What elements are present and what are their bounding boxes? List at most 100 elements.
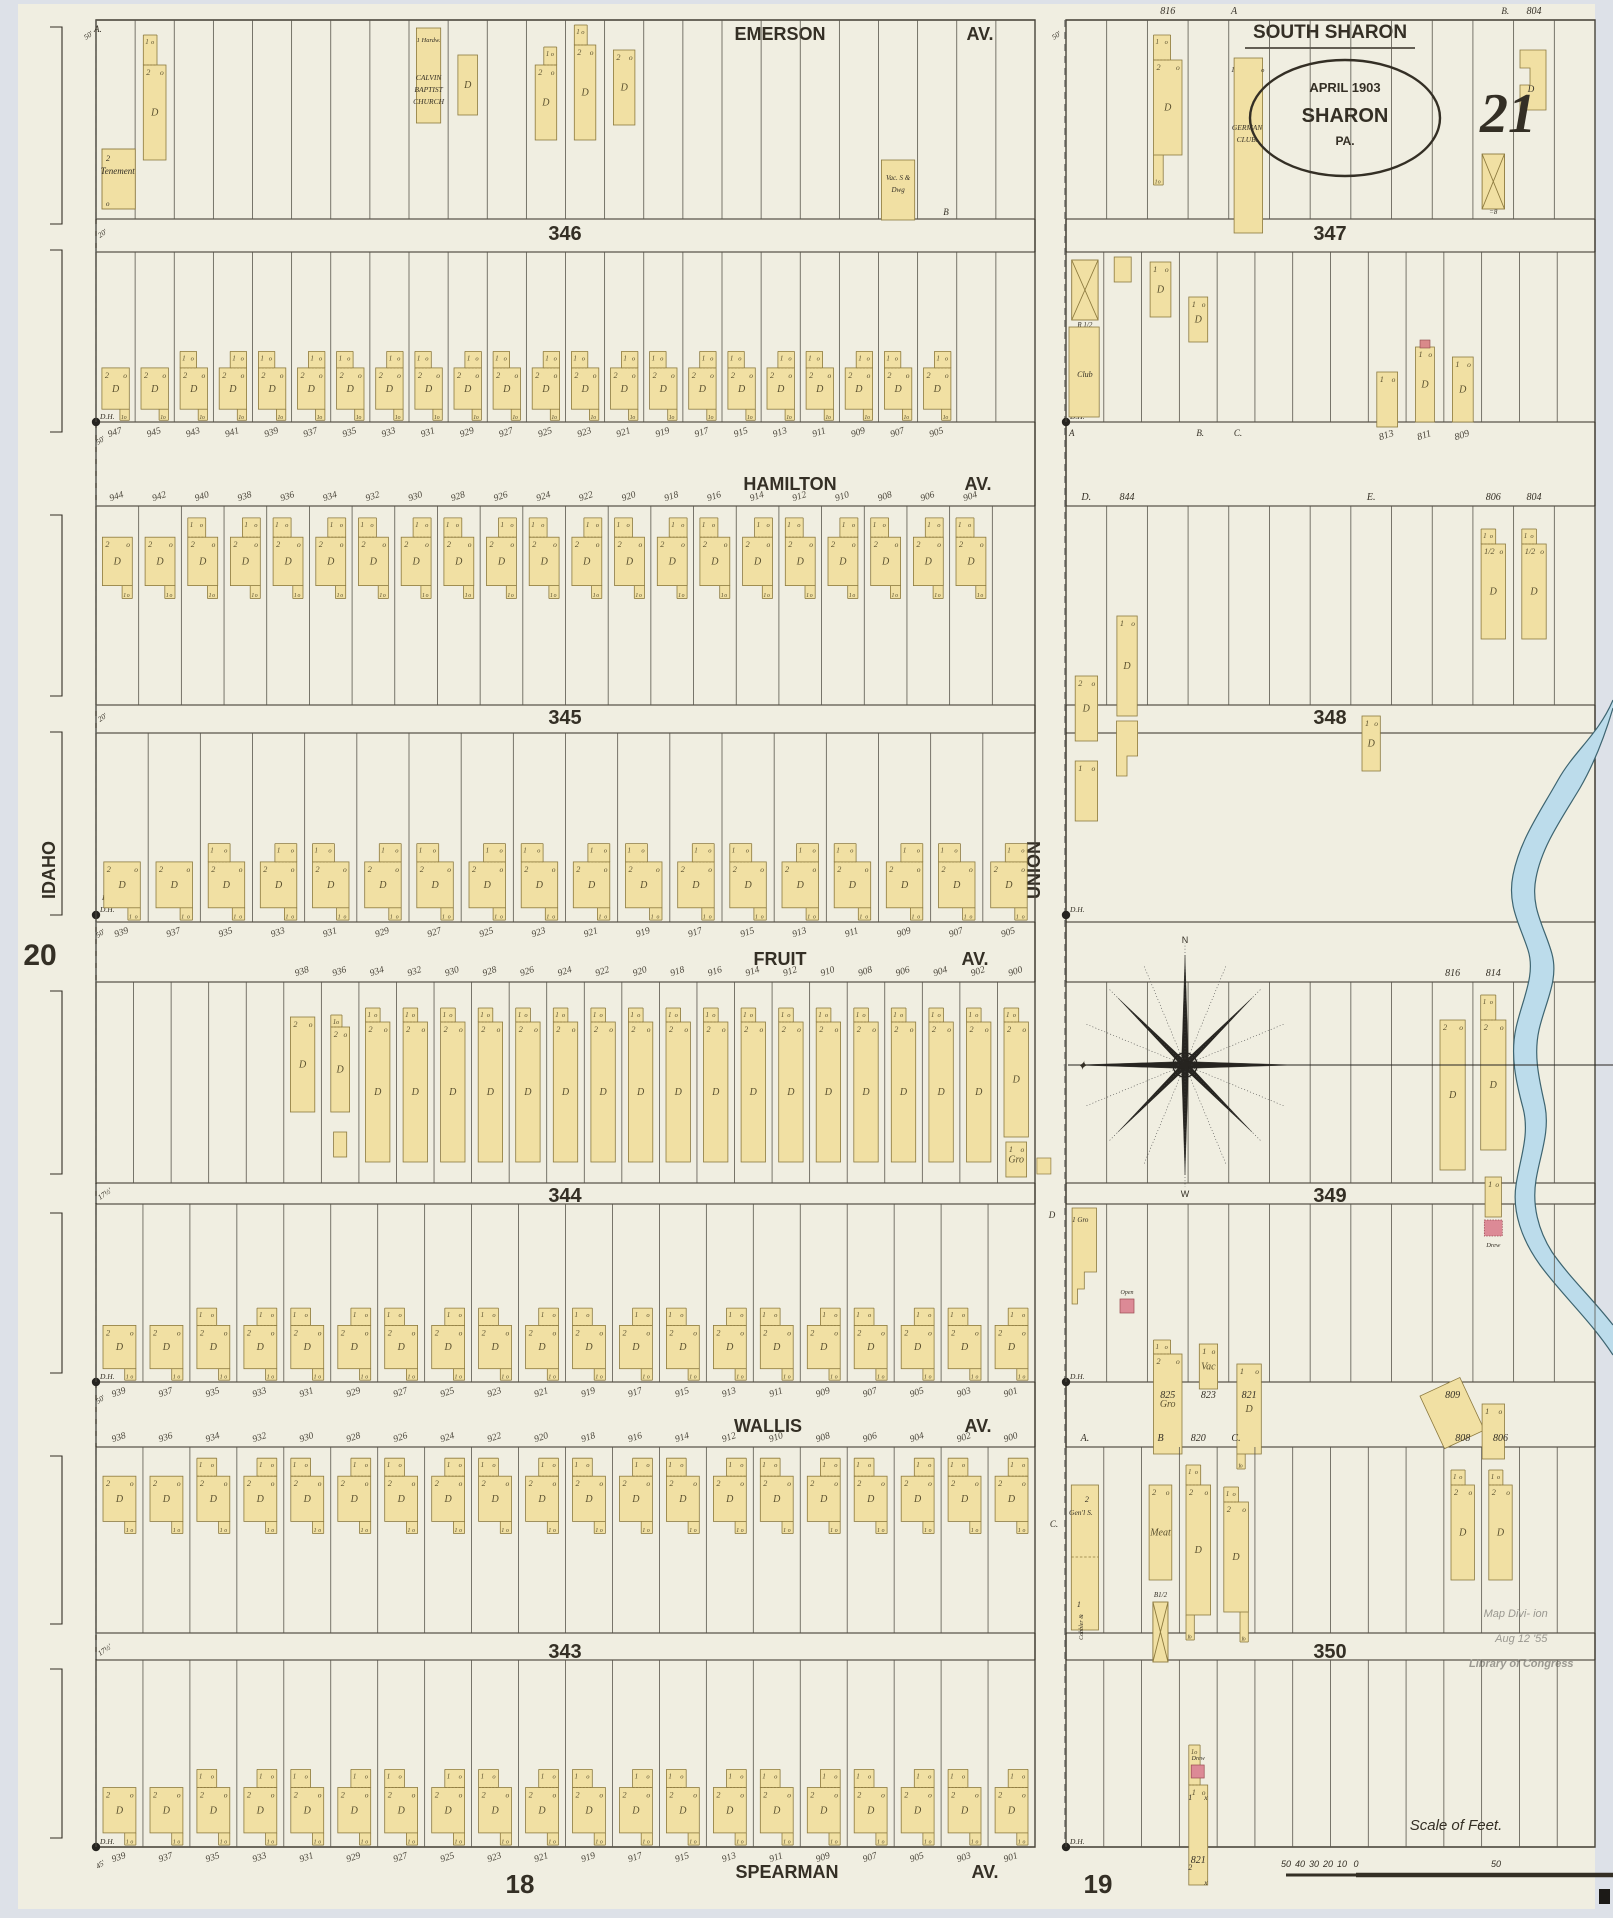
svg-text:2: 2 xyxy=(874,540,878,549)
svg-text:1: 1 xyxy=(361,1839,364,1846)
svg-text:1: 1 xyxy=(415,521,419,529)
svg-text:1: 1 xyxy=(931,1011,935,1019)
svg-text:1: 1 xyxy=(757,521,761,529)
svg-text:2: 2 xyxy=(404,540,408,549)
svg-text:D: D xyxy=(256,1806,265,1817)
svg-text:D: D xyxy=(350,1494,359,1505)
svg-text:o: o xyxy=(809,540,813,549)
svg-text:o: o xyxy=(126,540,130,549)
svg-text:1: 1 xyxy=(494,914,497,921)
svg-text:D.H.: D.H. xyxy=(99,412,115,421)
svg-text:o: o xyxy=(976,1840,979,1846)
svg-text:o: o xyxy=(476,415,479,421)
svg-text:o: o xyxy=(724,593,727,599)
svg-text:o: o xyxy=(938,593,941,599)
svg-text:D: D xyxy=(346,384,355,395)
svg-text:40: 40 xyxy=(1295,1859,1305,1869)
svg-text:D: D xyxy=(698,384,707,395)
svg-text:21: 21 xyxy=(1479,83,1536,145)
svg-text:1: 1 xyxy=(635,592,638,599)
svg-text:B: B xyxy=(943,207,949,217)
svg-text:2: 2 xyxy=(388,1479,392,1488)
svg-text:o: o xyxy=(318,1528,321,1534)
svg-text:D: D xyxy=(1529,587,1538,598)
svg-text:2: 2 xyxy=(146,68,150,77)
svg-text:2: 2 xyxy=(857,1791,861,1800)
svg-text:o: o xyxy=(553,540,557,549)
svg-text:o: o xyxy=(459,1479,463,1488)
svg-text:o: o xyxy=(1500,547,1504,556)
svg-text:2: 2 xyxy=(233,540,237,549)
svg-text:o: o xyxy=(130,1328,134,1337)
svg-text:1: 1 xyxy=(971,1374,974,1381)
svg-text:1: 1 xyxy=(267,1374,270,1381)
svg-text:D: D xyxy=(1458,1528,1467,1539)
svg-text:o: o xyxy=(459,1375,462,1381)
svg-text:o: o xyxy=(1165,265,1169,274)
svg-text:2: 2 xyxy=(1085,1495,1089,1504)
svg-text:o: o xyxy=(852,540,856,549)
svg-text:o: o xyxy=(740,1328,744,1337)
svg-text:o: o xyxy=(1023,1840,1026,1846)
svg-text:o: o xyxy=(760,1025,764,1034)
svg-text:o: o xyxy=(1176,63,1180,72)
svg-text:2: 2 xyxy=(529,1791,533,1800)
svg-text:1: 1 xyxy=(123,592,126,599)
svg-text:1: 1 xyxy=(417,354,421,362)
svg-text:2: 2 xyxy=(810,1479,814,1488)
svg-text:o: o xyxy=(224,1328,228,1337)
svg-text:1: 1 xyxy=(541,1311,545,1319)
svg-text:D: D xyxy=(443,1494,452,1505)
svg-text:o: o xyxy=(127,593,130,599)
svg-text:o: o xyxy=(239,865,243,874)
svg-text:1: 1 xyxy=(1016,914,1019,921)
svg-text:821: 821 xyxy=(1191,1855,1206,1866)
svg-text:o: o xyxy=(881,1479,885,1488)
svg-text:PA.: PA. xyxy=(1335,134,1354,148)
svg-text:D: D xyxy=(209,1806,218,1817)
svg-text:1: 1 xyxy=(780,354,784,362)
svg-text:D: D xyxy=(162,1806,171,1817)
svg-text:D: D xyxy=(1163,103,1172,114)
svg-text:o: o xyxy=(344,915,347,921)
svg-text:D: D xyxy=(335,1065,344,1076)
svg-text:1: 1 xyxy=(232,354,236,362)
svg-text:o: o xyxy=(671,371,675,380)
svg-text:D: D xyxy=(580,88,589,99)
svg-text:D: D xyxy=(369,557,378,568)
svg-text:1: 1 xyxy=(575,1311,579,1319)
svg-text:1: 1 xyxy=(353,1772,357,1780)
svg-text:2: 2 xyxy=(538,68,542,77)
svg-text:18: 18 xyxy=(506,1869,535,1899)
svg-text:o: o xyxy=(1021,1145,1025,1154)
svg-text:1: 1 xyxy=(859,914,862,921)
svg-text:1: 1 xyxy=(1380,375,1384,384)
svg-text:1: 1 xyxy=(1491,1473,1495,1481)
svg-text:2: 2 xyxy=(105,371,109,380)
svg-text:D: D xyxy=(796,880,805,891)
svg-text:1: 1 xyxy=(173,1527,176,1534)
svg-text:o: o xyxy=(910,1025,914,1034)
svg-text:1: 1 xyxy=(501,1527,504,1534)
svg-text:o: o xyxy=(1428,350,1432,359)
svg-text:1: 1 xyxy=(787,521,791,529)
svg-text:o: o xyxy=(767,540,771,549)
svg-text:o: o xyxy=(163,415,166,421)
svg-text:o: o xyxy=(975,1479,979,1488)
svg-text:2: 2 xyxy=(362,540,366,549)
svg-text:1: 1 xyxy=(927,521,931,529)
svg-text:806: 806 xyxy=(1493,1433,1508,1444)
svg-text:1: 1 xyxy=(877,1374,880,1381)
svg-text:o: o xyxy=(412,1328,416,1337)
svg-text:1: 1 xyxy=(181,914,184,921)
svg-text:x: x xyxy=(1203,1878,1208,1887)
svg-text:o: o xyxy=(761,915,764,921)
svg-text:D: D xyxy=(584,1494,593,1505)
svg-text:B: B xyxy=(1157,1433,1163,1444)
svg-text:o: o xyxy=(1243,1637,1246,1643)
svg-text:D: D xyxy=(1231,1552,1240,1563)
svg-text:o: o xyxy=(604,915,607,921)
svg-text:1: 1 xyxy=(173,1374,176,1381)
svg-text:D: D xyxy=(659,384,668,395)
svg-text:o: o xyxy=(319,415,322,421)
